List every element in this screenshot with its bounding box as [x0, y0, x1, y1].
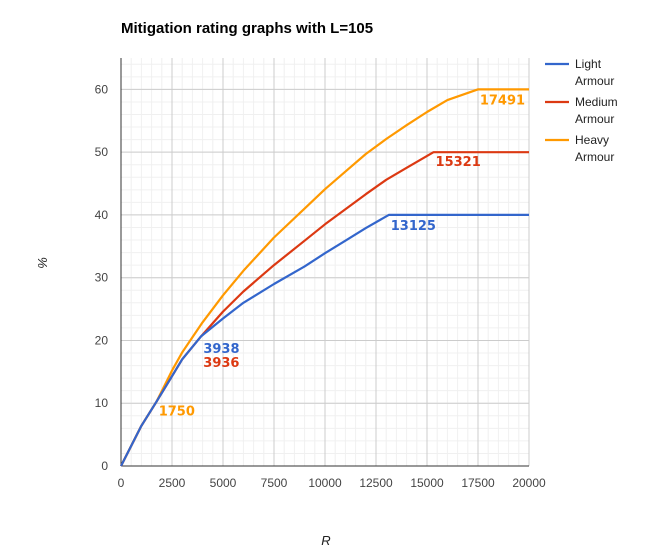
x-tick-label: 15000 [410, 476, 444, 490]
data-label: 15321 [436, 155, 481, 170]
series-line-light-armour [120, 213, 529, 467]
legend-label-light-armour: Light Armour [575, 57, 614, 88]
y-tick-label: 30 [95, 271, 109, 285]
x-tick-label: 7500 [261, 476, 288, 490]
y-tick-label: 50 [95, 145, 109, 159]
y-tick-label: 20 [95, 333, 109, 347]
series-lines [120, 88, 529, 467]
x-tick-label: 10000 [308, 476, 342, 490]
x-tick-label: 0 [118, 476, 125, 490]
x-tick-label: 17500 [461, 476, 495, 490]
x-tick-label: 12500 [359, 476, 393, 490]
chart-title: Mitigation rating graphs with L=105 [121, 20, 373, 37]
x-tick-label: 20000 [512, 476, 546, 490]
data-label: 3936 [203, 356, 239, 371]
y-tick-labels: 0 10 20 30 40 50 60 [95, 82, 109, 473]
y-axis-label: % [35, 257, 50, 269]
data-label: 3938 [203, 342, 239, 357]
legend-label-heavy-armour: Heavy Armour [575, 133, 614, 164]
y-tick-label: 10 [95, 396, 109, 410]
legend: Light Armour Medium Armour Heavy Armour [545, 57, 618, 164]
data-label: 1750 [159, 404, 195, 419]
y-tick-label: 40 [95, 208, 109, 222]
y-tick-label: 60 [95, 82, 109, 96]
x-tick-labels: 0 2500 5000 7500 10000 12500 15000 17500 20000 [118, 476, 546, 490]
axes [120, 58, 529, 467]
x-axis-label: R [321, 533, 330, 548]
y-tick-label: 0 [101, 459, 108, 473]
x-tick-label: 5000 [210, 476, 237, 490]
legend-label-medium-armour: Medium Armour [575, 95, 618, 126]
data-label: 17491 [480, 93, 525, 108]
data-label: 13125 [391, 219, 436, 234]
series-line-heavy-armour [120, 88, 529, 467]
x-tick-label: 2500 [159, 476, 186, 490]
